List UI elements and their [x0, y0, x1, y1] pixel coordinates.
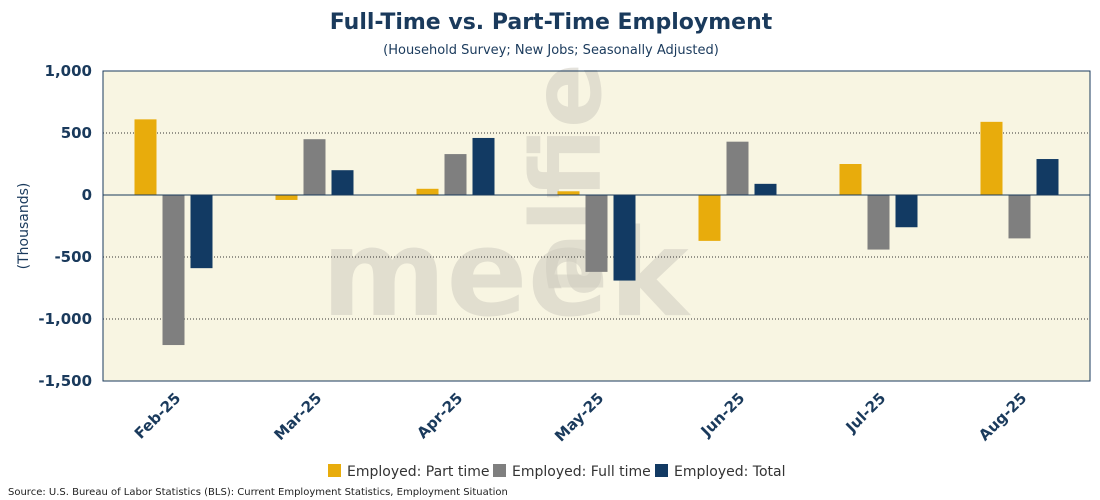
watermark-text-2: meek	[321, 205, 692, 344]
bar	[134, 119, 157, 195]
bar	[839, 164, 862, 195]
y-axis-ticks: 1,000 500 0 -500 -1,000 -1,500	[38, 62, 92, 390]
bar	[303, 139, 326, 195]
bar	[162, 195, 185, 346]
y-axis-label: (Thousands)	[16, 183, 32, 270]
bar	[557, 191, 580, 195]
bar	[867, 195, 890, 250]
bar	[754, 183, 777, 195]
bar	[416, 188, 439, 195]
legend-swatch	[493, 464, 506, 477]
bar	[1036, 159, 1059, 195]
y-tick-label: -1,000	[38, 310, 92, 328]
bars	[134, 119, 1059, 346]
bar	[698, 195, 721, 241]
y-tick-label: 1,000	[45, 62, 92, 80]
bar	[190, 195, 213, 269]
y-tick-label: -1,500	[38, 372, 92, 390]
chart-title: Full-Time vs. Part-Time Employment	[330, 10, 773, 35]
bar	[444, 154, 467, 195]
legend: Employed: Part time Employed: Full time Em…	[328, 464, 785, 480]
y-tick-label: 500	[61, 124, 92, 142]
y-tick-label: 0	[82, 186, 92, 204]
bar	[1008, 195, 1031, 239]
bar	[275, 195, 298, 200]
x-tick-label: Mar-25	[270, 389, 325, 444]
x-tick-label: May-25	[551, 389, 607, 445]
bar	[980, 121, 1003, 195]
legend-swatch	[655, 464, 668, 477]
bar	[895, 195, 918, 228]
gridlines	[103, 132, 1090, 320]
bar	[331, 170, 354, 195]
legend-label: Employed: Total	[674, 464, 785, 480]
x-tick-label: Aug-25	[975, 389, 1030, 444]
x-tick-label: Jul-25	[842, 389, 890, 437]
bar	[613, 195, 636, 281]
bar	[472, 137, 495, 195]
legend-label: Employed: Part time	[347, 464, 490, 480]
legend-label: Employed: Full time	[512, 464, 651, 480]
y-tick-label: -500	[54, 248, 92, 266]
bar	[726, 141, 749, 195]
x-tick-label: Apr-25	[413, 389, 466, 442]
x-tick-label: Jun-25	[697, 389, 749, 441]
x-tick-label: Feb-25	[131, 389, 184, 442]
source-note: Source: U.S. Bureau of Labor Statistics …	[8, 487, 508, 498]
legend-swatch	[328, 464, 341, 477]
x-axis-ticks: Feb-25 Mar-25 Apr-25 May-25 Jun-25 Jul-25 Aug-…	[131, 389, 1030, 445]
plot-border	[102, 70, 1091, 382]
chart-subtitle: (Household Survey; New Jobs; Seasonally …	[383, 43, 719, 58]
bar	[585, 195, 608, 272]
